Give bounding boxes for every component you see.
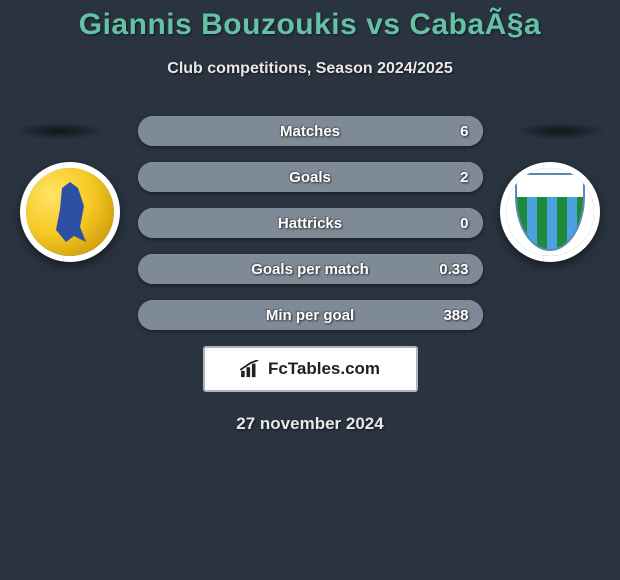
club-badge-left [20,162,120,262]
stat-label: Min per goal [266,307,354,324]
player-shadow-right [513,122,608,140]
comparison-panel: Matches 6 Goals 2 Hattricks 0 Goals per match 0… [0,116,620,434]
subtitle: Club competitions, Season 2024/2025 [0,60,620,78]
stat-value-right: 388 [443,307,468,324]
brand-box: FcTables.com [203,346,418,392]
page-title: Giannis Bouzoukis vs CabaÃ§a [0,0,620,42]
stat-bar: Min per goal 388 [138,300,483,330]
stat-value-right: 0 [460,215,468,232]
stat-bar: Goals 2 [138,162,483,192]
stat-bar: Matches 6 [138,116,483,146]
stat-value-right: 0.33 [439,261,468,278]
stat-bar: Goals per match 0.33 [138,254,483,284]
brand-text: FcTables.com [268,359,380,379]
date-text: 27 november 2024 [0,414,620,434]
brand-chart-icon [240,360,262,378]
stat-value-right: 2 [460,169,468,186]
stat-label: Matches [280,123,340,140]
stat-label: Goals [289,169,331,186]
club-badge-right-ring [500,162,600,262]
stat-label: Hattricks [278,215,342,232]
stat-bars: Matches 6 Goals 2 Hattricks 0 Goals per match 0… [138,116,483,330]
stat-value-right: 6 [460,123,468,140]
player-shadow-left [12,122,107,140]
stat-bar: Hattricks 0 [138,208,483,238]
club-badge-right [500,162,600,262]
club-badge-left-ring [20,162,120,262]
stat-label: Goals per match [251,261,369,278]
